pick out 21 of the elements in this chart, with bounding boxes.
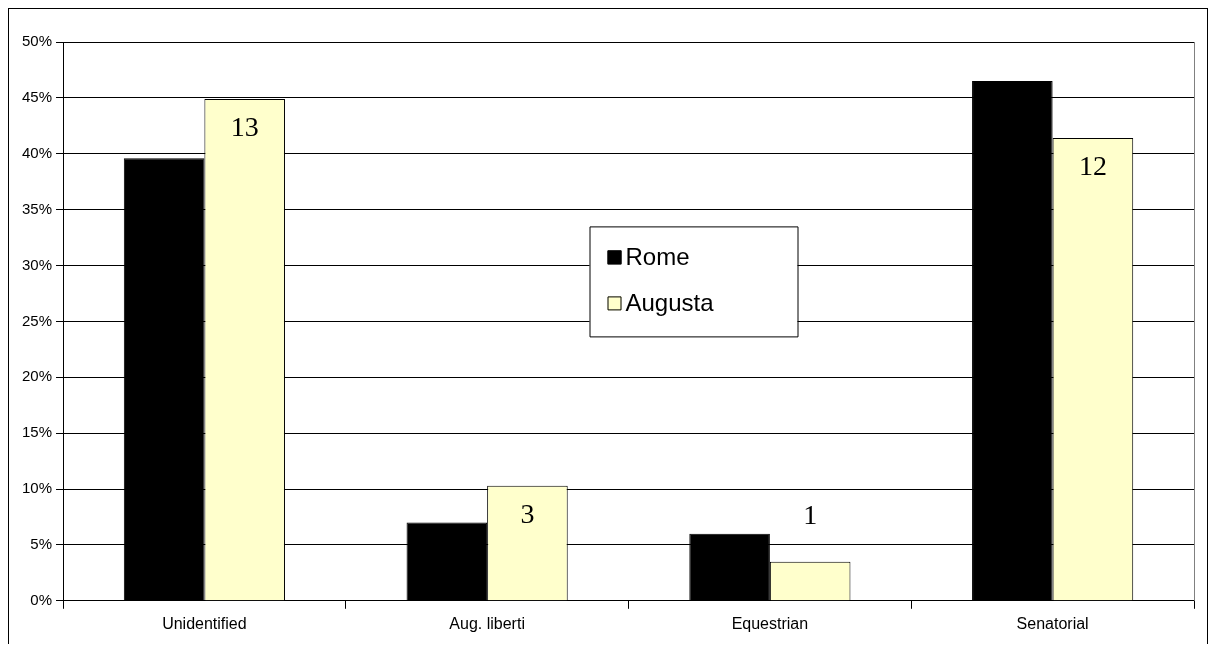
y-tick-label: 10% — [21, 479, 53, 497]
y-tick-label: 15% — [21, 423, 53, 441]
x-tick-label: Senatorial — [1016, 614, 1089, 632]
y-tick-label: 50% — [21, 32, 53, 50]
annotation: 1 — [803, 499, 818, 531]
legend-label: Augusta — [625, 289, 715, 317]
y-tick-label: 35% — [21, 199, 53, 217]
y-tick-label: 20% — [21, 367, 53, 385]
annotation: 3 — [520, 498, 535, 530]
y-tick-label: 5% — [30, 535, 53, 553]
legend-label: Rome — [625, 243, 690, 271]
y-tick-label: 30% — [21, 255, 53, 273]
x-tick-label: Aug. liberti — [449, 614, 525, 632]
x-tick-label: Unidentified — [162, 614, 247, 632]
x-tick-label: Equestrian — [731, 614, 809, 632]
y-tick-label: 45% — [21, 88, 53, 106]
y-tick-label: 25% — [21, 311, 53, 329]
annotation: 13 — [230, 111, 259, 143]
y-tick-label: 40% — [21, 143, 53, 161]
annotation: 12 — [1078, 150, 1107, 182]
y-tick-label: 0% — [30, 590, 53, 608]
